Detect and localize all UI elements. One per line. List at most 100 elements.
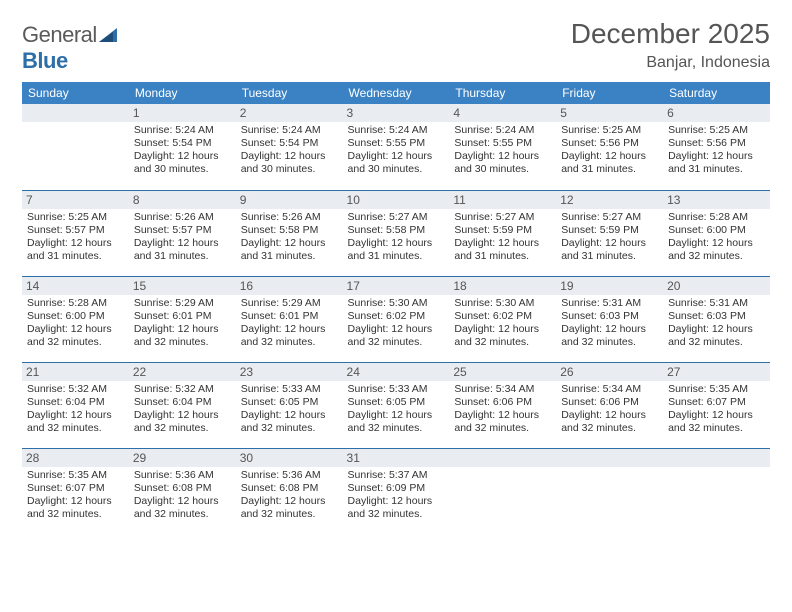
calendar-row: 7Sunrise: 5:25 AMSunset: 5:57 PMDaylight… [22, 190, 770, 276]
day-number: 25 [449, 363, 556, 381]
calendar-cell: 1 Sunrise: 5:24 AMSunset: 5:54 PMDaylight… [129, 104, 236, 190]
sun-info: Sunrise: 5:27 AMSunset: 5:58 PMDaylight:… [348, 211, 445, 264]
sunset-text: Sunset: 6:03 PM [668, 310, 765, 323]
sunset-text: Sunset: 6:00 PM [27, 310, 124, 323]
sunset-text: Sunset: 5:57 PM [134, 224, 231, 237]
calendar-cell: 21Sunrise: 5:32 AMSunset: 6:04 PMDayligh… [22, 362, 129, 448]
day-number: 31 [343, 449, 450, 467]
day-number [556, 449, 663, 467]
day-number: 1 [129, 104, 236, 122]
daylight-text: Daylight: 12 hours and 31 minutes. [348, 237, 445, 263]
daylight-text: Daylight: 12 hours and 32 minutes. [454, 409, 551, 435]
sunset-text: Sunset: 6:03 PM [561, 310, 658, 323]
sunrise-text: Sunrise: 5:30 AM [348, 297, 445, 310]
daylight-text: Daylight: 12 hours and 32 minutes. [348, 323, 445, 349]
daylight-text: Daylight: 12 hours and 32 minutes. [241, 495, 338, 521]
day-number: 27 [663, 363, 770, 381]
calendar-cell: 2Sunrise: 5:24 AMSunset: 5:54 PMDaylight… [236, 104, 343, 190]
sunrise-text: Sunrise: 5:34 AM [561, 383, 658, 396]
sunset-text: Sunset: 6:00 PM [668, 224, 765, 237]
daylight-text: Daylight: 12 hours and 32 minutes. [668, 323, 765, 349]
weekday-header: Tuesday [236, 82, 343, 104]
calendar-cell: 18Sunrise: 5:30 AMSunset: 6:02 PMDayligh… [449, 276, 556, 362]
daylight-text: Daylight: 12 hours and 32 minutes. [27, 495, 124, 521]
day-number: 15 [129, 277, 236, 295]
daylight-text: Daylight: 12 hours and 31 minutes. [454, 237, 551, 263]
sun-info: Sunrise: 5:25 AMSunset: 5:56 PMDaylight:… [561, 124, 658, 177]
day-number: 16 [236, 277, 343, 295]
sun-info: Sunrise: 5:25 AMSunset: 5:56 PMDaylight:… [668, 124, 765, 177]
calendar-cell: 6 Sunrise: 5:25 AMSunset: 5:56 PMDaylight… [663, 104, 770, 190]
sunset-text: Sunset: 5:58 PM [241, 224, 338, 237]
calendar-cell: 19Sunrise: 5:31 AMSunset: 6:03 PMDayligh… [556, 276, 663, 362]
day-number [22, 104, 129, 122]
calendar-cell: 9Sunrise: 5:26 AMSunset: 5:58 PMDaylight… [236, 190, 343, 276]
daylight-text: Daylight: 12 hours and 30 minutes. [241, 150, 338, 176]
day-number: 24 [343, 363, 450, 381]
sunset-text: Sunset: 6:02 PM [348, 310, 445, 323]
sunrise-text: Sunrise: 5:37 AM [348, 469, 445, 482]
sunset-text: Sunset: 6:08 PM [241, 482, 338, 495]
calendar-cell: 29Sunrise: 5:36 AMSunset: 6:08 PMDayligh… [129, 448, 236, 534]
day-number: 26 [556, 363, 663, 381]
sun-info: Sunrise: 5:28 AMSunset: 6:00 PMDaylight:… [668, 211, 765, 264]
calendar-cell [663, 448, 770, 534]
day-number: 14 [22, 277, 129, 295]
calendar-cell: 27Sunrise: 5:35 AMSunset: 6:07 PMDayligh… [663, 362, 770, 448]
sunset-text: Sunset: 6:06 PM [561, 396, 658, 409]
day-number: 18 [449, 277, 556, 295]
sun-info: Sunrise: 5:28 AMSunset: 6:00 PMDaylight:… [27, 297, 124, 350]
day-number: 6 [663, 104, 770, 122]
sunset-text: Sunset: 5:58 PM [348, 224, 445, 237]
sun-info: Sunrise: 5:29 AMSunset: 6:01 PMDaylight:… [134, 297, 231, 350]
daylight-text: Daylight: 12 hours and 32 minutes. [668, 237, 765, 263]
sunset-text: Sunset: 5:57 PM [27, 224, 124, 237]
sunrise-text: Sunrise: 5:31 AM [561, 297, 658, 310]
day-number: 3 [343, 104, 450, 122]
calendar-cell: 26 Sunrise: 5:34 AMSunset: 6:06 PMDayligh… [556, 362, 663, 448]
calendar-cell: 5Sunrise: 5:25 AMSunset: 5:56 PMDaylight… [556, 104, 663, 190]
calendar-cell: 30Sunrise: 5:36 AMSunset: 6:08 PMDayligh… [236, 448, 343, 534]
sun-info: Sunrise: 5:24 AMSunset: 5:54 PMDaylight:… [134, 124, 231, 177]
sunrise-text: Sunrise: 5:24 AM [134, 124, 231, 137]
sunrise-text: Sunrise: 5:24 AM [348, 124, 445, 137]
calendar-cell: 13 Sunrise: 5:28 AMSunset: 6:00 PMDayligh… [663, 190, 770, 276]
daylight-text: Daylight: 12 hours and 30 minutes. [454, 150, 551, 176]
daylight-text: Daylight: 12 hours and 31 minutes. [561, 237, 658, 263]
daylight-text: Daylight: 12 hours and 32 minutes. [134, 409, 231, 435]
sunset-text: Sunset: 6:02 PM [454, 310, 551, 323]
calendar-cell: 28Sunrise: 5:35 AMSunset: 6:07 PMDayligh… [22, 448, 129, 534]
calendar-cell: 22Sunrise: 5:32 AMSunset: 6:04 PMDayligh… [129, 362, 236, 448]
brand-part1: General [22, 22, 97, 47]
day-number [663, 449, 770, 467]
day-number: 13 [663, 191, 770, 209]
day-number: 23 [236, 363, 343, 381]
day-number: 21 [22, 363, 129, 381]
sunrise-text: Sunrise: 5:25 AM [561, 124, 658, 137]
sunrise-text: Sunrise: 5:35 AM [27, 469, 124, 482]
sunset-text: Sunset: 5:56 PM [668, 137, 765, 150]
sun-info: Sunrise: 5:30 AMSunset: 6:02 PMDaylight:… [348, 297, 445, 350]
sunset-text: Sunset: 6:09 PM [348, 482, 445, 495]
daylight-text: Daylight: 12 hours and 32 minutes. [561, 409, 658, 435]
day-number: 17 [343, 277, 450, 295]
sunrise-text: Sunrise: 5:34 AM [454, 383, 551, 396]
sunrise-text: Sunrise: 5:36 AM [134, 469, 231, 482]
sunrise-text: Sunrise: 5:32 AM [27, 383, 124, 396]
calendar-row: 28Sunrise: 5:35 AMSunset: 6:07 PMDayligh… [22, 448, 770, 534]
sunrise-text: Sunrise: 5:24 AM [241, 124, 338, 137]
sun-info: Sunrise: 5:25 AMSunset: 5:57 PMDaylight:… [27, 211, 124, 264]
daylight-text: Daylight: 12 hours and 32 minutes. [561, 323, 658, 349]
sun-info: Sunrise: 5:36 AMSunset: 6:08 PMDaylight:… [241, 469, 338, 522]
calendar-cell: 25Sunrise: 5:34 AMSunset: 6:06 PMDayligh… [449, 362, 556, 448]
brand-sail-icon [99, 22, 121, 48]
sunset-text: Sunset: 6:05 PM [241, 396, 338, 409]
daylight-text: Daylight: 12 hours and 32 minutes. [348, 495, 445, 521]
daylight-text: Daylight: 12 hours and 31 minutes. [668, 150, 765, 176]
sunrise-text: Sunrise: 5:25 AM [668, 124, 765, 137]
location-label: Banjar, Indonesia [571, 54, 770, 72]
sun-info: Sunrise: 5:34 AMSunset: 6:06 PMDaylight:… [561, 383, 658, 436]
sunset-text: Sunset: 5:54 PM [134, 137, 231, 150]
calendar-head: Sunday Monday Tuesday Wednesday Thursday… [22, 82, 770, 104]
sunrise-text: Sunrise: 5:36 AM [241, 469, 338, 482]
